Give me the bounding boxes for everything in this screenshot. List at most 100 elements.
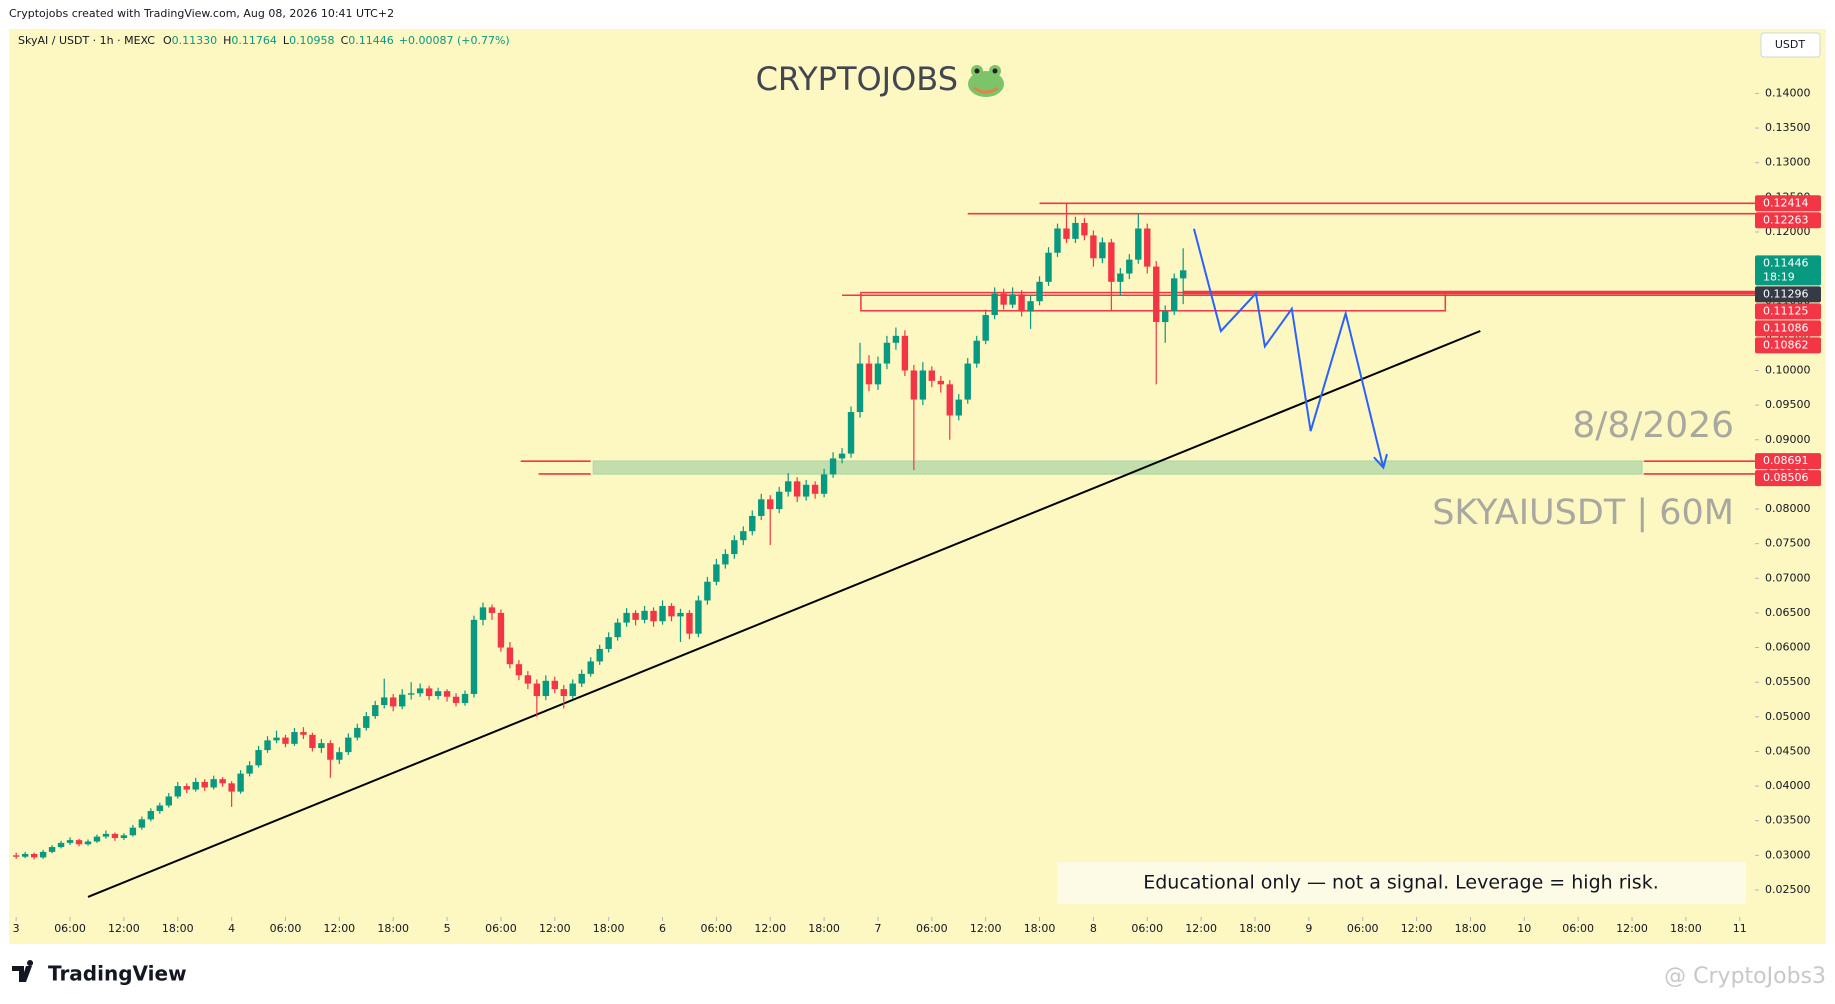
price-label: 0.11086	[1763, 321, 1809, 334]
candle-body	[264, 740, 271, 751]
candle-body	[201, 781, 208, 788]
candle-body	[829, 458, 837, 475]
candle-body	[1018, 294, 1025, 312]
tradingview-logo: TradingView	[12, 960, 187, 986]
candle-body	[686, 612, 693, 634]
price-label: 0.11446	[1763, 256, 1809, 269]
x-tick-label: 18:00	[1239, 922, 1271, 935]
x-tick-label: 3	[13, 922, 20, 935]
candle-body	[255, 750, 262, 766]
price-label: 0.12263	[1763, 213, 1809, 226]
y-tick-label: 0.09500	[1765, 398, 1811, 411]
candle-body	[390, 697, 397, 707]
candle-body	[461, 693, 469, 703]
candle-body	[192, 781, 199, 790]
candle-body	[345, 737, 352, 753]
x-tick-label: 06:00	[485, 922, 517, 935]
price-label: 0.08691	[1763, 454, 1809, 467]
candle-body	[246, 765, 253, 774]
candle-body	[488, 607, 496, 613]
x-tick-label: 18:00	[377, 922, 409, 935]
x-tick-label: 18:00	[1024, 922, 1056, 935]
candle-body	[713, 564, 720, 582]
candle-body	[1126, 259, 1133, 274]
candle-body	[1000, 293, 1007, 305]
candle-body	[560, 689, 567, 697]
candle-body	[874, 363, 882, 385]
price-label: 0.10862	[1763, 338, 1809, 351]
candle-body	[1063, 228, 1070, 239]
candle-body	[479, 607, 487, 620]
candle-body	[542, 680, 550, 697]
y-tick-label: 0.04500	[1765, 744, 1811, 757]
legend-key: O	[163, 34, 172, 47]
price-label-box	[1755, 303, 1821, 320]
candle-body	[704, 581, 711, 601]
y-tick-label: 0.06000	[1765, 641, 1811, 654]
frog-mouth	[973, 86, 999, 94]
y-tick-label: 0.08000	[1765, 502, 1811, 515]
currency[interactable]: USDT	[1775, 38, 1806, 51]
y-tick-label: 0.05500	[1765, 675, 1811, 688]
x-tick-label: 06:00	[916, 922, 948, 935]
candle-body	[668, 605, 675, 617]
candle-body	[327, 743, 334, 760]
candle-body	[731, 540, 738, 555]
candle-body	[740, 531, 747, 541]
x-tick-label: 18:00	[1455, 922, 1487, 935]
x-tick-label: 11	[1733, 922, 1747, 935]
candle-body	[946, 384, 953, 416]
candle-body	[372, 705, 379, 717]
candle-body	[1099, 242, 1106, 259]
candle-body	[363, 716, 370, 728]
candle-body	[749, 515, 756, 532]
currency-box[interactable]	[1760, 32, 1821, 58]
candle-body	[291, 732, 298, 744]
y-tick-label: 0.10000	[1765, 363, 1811, 376]
candle-body	[165, 796, 172, 806]
disclaimer: Educational only — not a signal. Leverag…	[1143, 872, 1659, 894]
candle-body	[784, 481, 792, 492]
price-label: 0.08506	[1763, 471, 1809, 484]
candle-body	[614, 622, 621, 638]
y-tick-label: 0.03500	[1765, 814, 1811, 827]
legend-key: C	[341, 34, 349, 47]
price-label-box	[1755, 286, 1821, 303]
candle-body	[722, 554, 729, 565]
candle-body	[228, 783, 235, 792]
candle-body	[407, 693, 415, 695]
candle-body	[1108, 242, 1115, 282]
x-tick-label: 12:00	[108, 922, 140, 935]
candle-body	[1054, 228, 1061, 253]
legend-symbol: SkyAI / USDT · 1h · MEXC	[18, 34, 155, 47]
candle-body	[901, 335, 909, 371]
candle-body	[776, 491, 783, 510]
candle-body	[309, 734, 316, 748]
candle-body	[1081, 222, 1088, 236]
x-tick-label: 18:00	[593, 922, 625, 935]
candle-body	[147, 811, 155, 820]
candle-body	[1153, 266, 1160, 322]
candle-body	[883, 342, 891, 364]
candle-body	[551, 680, 558, 690]
candle-body	[758, 499, 765, 516]
disclaimer-box	[1057, 862, 1746, 904]
candle-body	[605, 637, 612, 649]
candle-body	[57, 842, 65, 848]
x-tick-label: 12:00	[1185, 922, 1217, 935]
x-tick-label: 06:00	[54, 922, 86, 935]
x-tick-label: 6	[659, 922, 666, 935]
x-tick-label: 18:00	[808, 922, 840, 935]
candle-body	[273, 737, 280, 741]
frog-icon	[968, 65, 1004, 97]
price-label-box	[1755, 195, 1821, 212]
y-tick-label: 0.07000	[1765, 571, 1811, 584]
candle-body	[524, 675, 532, 684]
projection-arrowhead	[1373, 453, 1388, 470]
y-tick-label: 0.14000	[1765, 86, 1811, 99]
x-tick-label: 4	[228, 922, 235, 935]
candle-body	[470, 619, 478, 694]
price-label-box	[1755, 470, 1821, 487]
candle-body	[847, 412, 855, 454]
candle-body	[84, 841, 92, 845]
